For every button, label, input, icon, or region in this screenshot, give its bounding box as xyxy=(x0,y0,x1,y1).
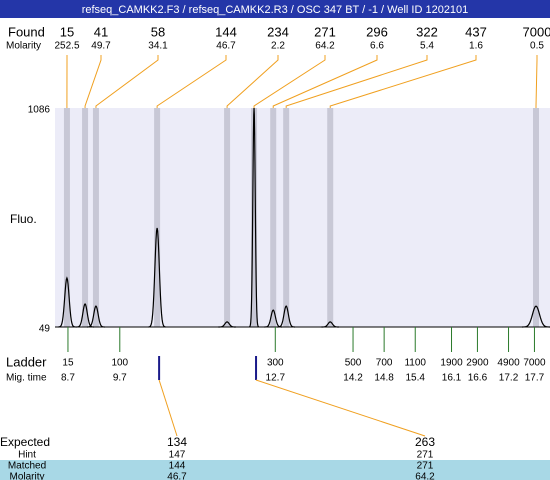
hint-label: Hint xyxy=(18,450,36,461)
found-leader xyxy=(84,55,102,108)
found-size: 437 xyxy=(465,24,487,39)
ladder-size: 1900 xyxy=(440,358,463,369)
molarity-label: Molarity xyxy=(6,41,41,52)
ladder-time: 14.2 xyxy=(343,373,363,384)
ladder-size: 500 xyxy=(345,358,362,369)
peak xyxy=(321,321,340,328)
y-axis-label: Fluo. xyxy=(10,212,37,226)
expected-size: 263 xyxy=(415,435,435,449)
expected-leader xyxy=(158,379,178,437)
found-leader xyxy=(272,55,378,108)
found-molarity: 0.5 xyxy=(530,41,544,52)
peak-band xyxy=(82,108,89,327)
peak-band xyxy=(327,108,334,327)
peak xyxy=(148,227,166,328)
found-molarity: 64.2 xyxy=(315,41,335,52)
found-size: 296 xyxy=(366,24,388,39)
y-tick-label: 49 xyxy=(39,324,51,335)
hint-size: 147 xyxy=(169,450,186,461)
expected-leader xyxy=(255,379,426,437)
found-leader xyxy=(226,55,279,108)
ladder-size: 15 xyxy=(62,358,74,369)
matched-marker xyxy=(158,356,161,380)
ladder-time: 9.7 xyxy=(113,373,127,384)
ladder-time: 14.8 xyxy=(374,373,394,384)
peak-band xyxy=(154,108,161,327)
ladder-size: 2900 xyxy=(466,358,489,369)
ladder-time: 12.7 xyxy=(266,373,286,384)
found-molarity: 5.4 xyxy=(420,41,434,52)
found-size: 58 xyxy=(151,24,165,39)
ladder-size: 4900 xyxy=(497,358,520,369)
found-size: 144 xyxy=(215,24,237,39)
peak-band xyxy=(224,108,231,327)
header-bar xyxy=(0,0,550,18)
expected-molarity: 46.7 xyxy=(167,472,187,480)
peak xyxy=(522,305,550,328)
matched-band xyxy=(0,460,550,480)
plot-area xyxy=(55,108,550,327)
peak-band xyxy=(251,108,258,327)
ladder-time: 8.7 xyxy=(61,373,75,384)
found-molarity: 252.5 xyxy=(54,41,79,52)
expected-size: 134 xyxy=(167,435,187,449)
found-leader xyxy=(253,55,326,108)
ladder-time: 17.2 xyxy=(499,373,519,384)
found-leader xyxy=(535,55,538,108)
ladder-time: 15.4 xyxy=(406,373,426,384)
y-tick-label: 1086 xyxy=(28,105,51,116)
found-leader xyxy=(156,55,227,108)
expected-molarity-label: Molarity xyxy=(9,472,44,480)
peak xyxy=(277,305,295,328)
peak xyxy=(249,107,260,328)
peak-band xyxy=(283,108,290,327)
matched-marker xyxy=(255,356,258,380)
ladder-label: Ladder xyxy=(6,354,47,369)
peak-band xyxy=(92,108,99,327)
ladder-size: 7000 xyxy=(523,358,546,369)
matched-size: 271 xyxy=(417,461,434,472)
ladder-size: 1100 xyxy=(404,358,426,369)
ladder-time: 17.7 xyxy=(525,373,545,384)
title: refseq_CAMKK2.F3 / refseq_CAMKK2.R3 / OS… xyxy=(82,4,469,16)
found-size: 322 xyxy=(416,24,438,39)
peak-band xyxy=(270,108,277,327)
peak xyxy=(218,321,236,328)
mig-time-label: Mig. time xyxy=(6,373,47,384)
found-size: 271 xyxy=(314,24,336,39)
peak-band xyxy=(63,108,70,327)
found-molarity: 46.7 xyxy=(216,41,236,52)
ladder-time: 16.1 xyxy=(442,373,462,384)
matched-size: 144 xyxy=(169,461,186,472)
peak xyxy=(87,305,105,328)
found-size: 7000 xyxy=(523,24,550,39)
peak xyxy=(58,276,76,328)
found-molarity: 34.1 xyxy=(148,41,168,52)
found-molarity: 1.6 xyxy=(469,41,483,52)
found-leader xyxy=(285,55,428,108)
ladder-time: 16.6 xyxy=(468,373,488,384)
expected-molarity: 64.2 xyxy=(415,472,435,480)
found-molarity: 6.6 xyxy=(370,41,384,52)
found-size: 41 xyxy=(94,24,108,39)
found-label: Found xyxy=(8,24,45,39)
found-size: 15 xyxy=(60,24,74,39)
found-molarity: 49.7 xyxy=(91,41,111,52)
found-molarity: 2.2 xyxy=(271,41,285,52)
hint-size: 271 xyxy=(417,450,434,461)
expected-label: Expected xyxy=(0,435,50,449)
ladder-size: 300 xyxy=(267,358,284,369)
ladder-size: 700 xyxy=(376,358,393,369)
ladder-size: 100 xyxy=(111,358,128,369)
peak-band xyxy=(533,108,540,327)
found-leader xyxy=(329,55,477,108)
found-leader xyxy=(95,55,159,108)
found-size: 234 xyxy=(267,24,289,39)
matched-label: Matched xyxy=(8,461,46,472)
